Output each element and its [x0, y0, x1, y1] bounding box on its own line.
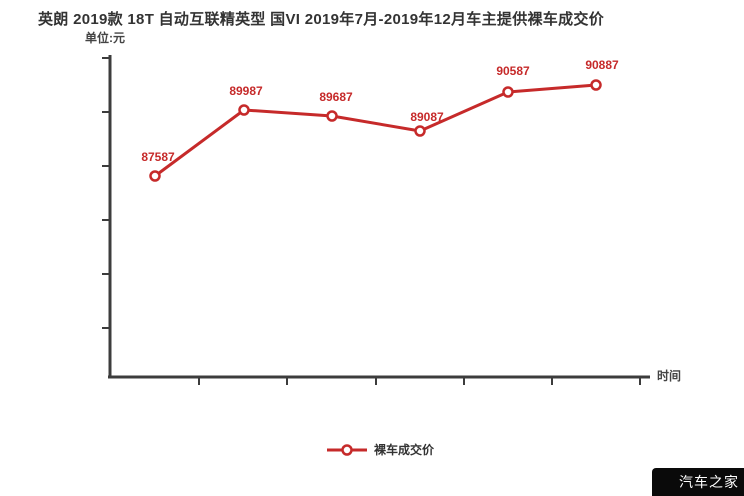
chart-title: 英朗 2019款 18T 自动互联精英型 国VI 2019年7月-2019年12… [38, 11, 604, 28]
legend-label: 裸车成交价 [374, 443, 435, 457]
data-point-markers [149, 79, 602, 182]
data-point-marker [149, 170, 161, 182]
x-axis-ticks [198, 378, 641, 385]
data-point-marker [326, 110, 338, 122]
data-point-marker [238, 104, 250, 116]
data-point-label: 89987 [229, 84, 263, 98]
y-axis-ticks [102, 57, 109, 329]
data-point-label: 87587 [141, 150, 175, 164]
data-point-label: 90587 [496, 64, 530, 78]
data-point-label: 89687 [319, 90, 353, 104]
data-point-marker [502, 86, 514, 98]
price-line-series [154, 83, 597, 178]
x-axis-title: 时间 [657, 369, 682, 383]
data-point-marker [414, 125, 426, 137]
y-axis-unit-label: 单位:元 [85, 31, 125, 45]
data-point-marker [590, 79, 602, 91]
data-point-label: 90887 [585, 58, 619, 72]
watermark-badge: 汽车之家 [652, 468, 744, 496]
watermark-text: 汽车之家 [679, 474, 739, 490]
legend[interactable]: 裸车成交价 [327, 441, 434, 458]
data-point-label: 89087 [410, 110, 444, 124]
legend-line-marker-icon [327, 443, 367, 456]
